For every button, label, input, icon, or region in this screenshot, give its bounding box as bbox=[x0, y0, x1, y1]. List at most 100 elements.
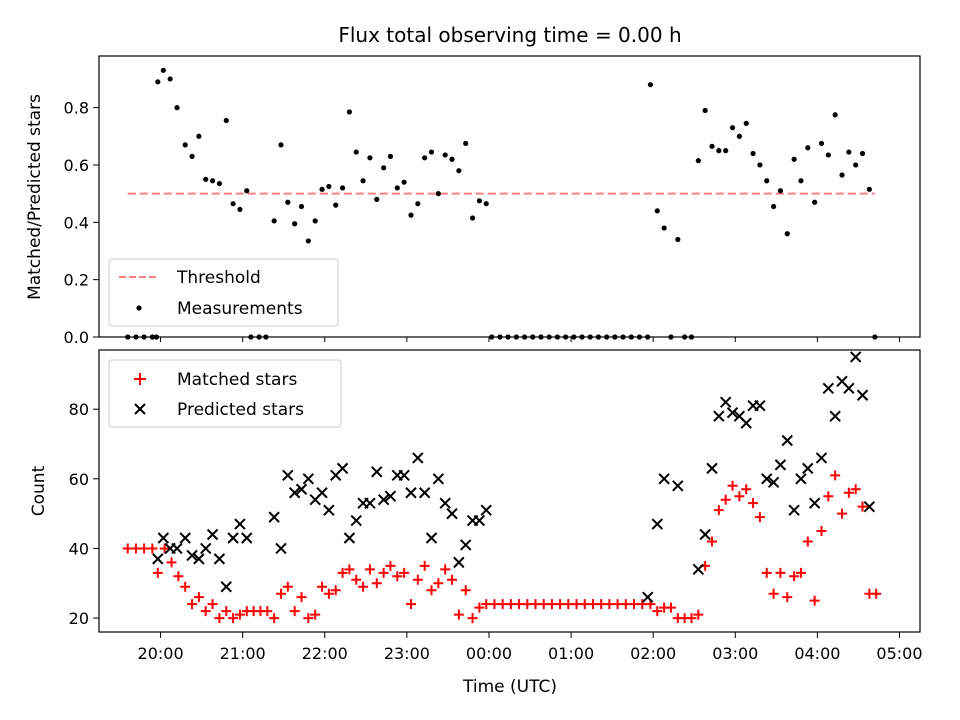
predicted-point bbox=[405, 487, 417, 499]
predicted-point bbox=[460, 539, 472, 551]
predicted-point bbox=[754, 399, 766, 412]
measurement-point bbox=[237, 206, 243, 213]
measurement-point bbox=[647, 82, 654, 88]
matched-point bbox=[816, 526, 827, 537]
measurement-point bbox=[449, 156, 455, 162]
predicted-point bbox=[227, 532, 239, 544]
count-x-tick-label: 03:00 bbox=[712, 644, 758, 663]
measurement-point bbox=[223, 117, 229, 124]
measurement-point bbox=[846, 149, 852, 155]
measurement-point bbox=[422, 155, 428, 161]
matched-point bbox=[152, 567, 163, 578]
measurement-point bbox=[456, 168, 462, 174]
matched-point bbox=[214, 613, 225, 624]
measurement-point bbox=[764, 178, 770, 184]
measurement-point bbox=[654, 208, 660, 214]
matched-point bbox=[364, 564, 375, 575]
matched-point bbox=[275, 588, 286, 599]
ratio-y-tick-label: 0.2 bbox=[64, 271, 89, 290]
measurement-point bbox=[757, 162, 763, 168]
predicted-point bbox=[268, 511, 280, 523]
count-panel: 20 40 60 80 20:00 21:00 22:00 23:00 00:00 01:00 0… bbox=[29, 349, 923, 697]
predicted-point bbox=[157, 532, 170, 544]
measurement-point bbox=[702, 107, 708, 114]
ratio-legend: Threshold Measurements bbox=[108, 258, 339, 327]
measurement-point bbox=[292, 221, 298, 227]
predicted-point bbox=[179, 532, 191, 544]
matched-point bbox=[187, 599, 198, 610]
predicted-points bbox=[152, 351, 876, 603]
matched-point bbox=[707, 536, 718, 547]
predicted-point bbox=[336, 462, 349, 475]
predicted-point bbox=[795, 473, 807, 485]
predicted-point bbox=[275, 542, 287, 555]
measurement-point bbox=[675, 236, 681, 243]
count-x-tick-label: 21:00 bbox=[220, 644, 266, 663]
matched-point bbox=[269, 613, 280, 624]
measurement-point bbox=[435, 191, 441, 197]
measurement-point bbox=[401, 179, 407, 185]
measurements-legend-swatch bbox=[136, 305, 142, 311]
matched-point bbox=[830, 470, 841, 481]
measurement-point bbox=[805, 145, 811, 151]
predicted-point bbox=[220, 581, 232, 593]
measurement-point bbox=[387, 153, 394, 159]
measurement-point bbox=[415, 201, 421, 207]
measurement-point bbox=[716, 148, 722, 154]
measurement-point bbox=[818, 140, 825, 147]
predicted-point bbox=[282, 469, 294, 482]
matched-point bbox=[173, 571, 184, 582]
measurement-point bbox=[271, 218, 277, 224]
predicted-point bbox=[377, 493, 390, 506]
measurement-point bbox=[374, 196, 380, 202]
predicted-point bbox=[302, 473, 315, 485]
matched-point bbox=[741, 484, 752, 495]
predicted-point bbox=[152, 553, 164, 565]
measurement-point bbox=[326, 183, 332, 190]
measurement-point bbox=[209, 178, 216, 184]
matched-point bbox=[147, 543, 158, 554]
measurement-point bbox=[174, 105, 180, 111]
measurement-point bbox=[333, 202, 339, 208]
predicted-point bbox=[740, 417, 752, 429]
measurement-point bbox=[476, 198, 482, 204]
matched-legend-swatch bbox=[134, 373, 146, 385]
measurement-point bbox=[367, 155, 373, 161]
matched-point bbox=[228, 613, 239, 624]
matched-point bbox=[837, 508, 848, 519]
count-x-tick-label: 23:00 bbox=[384, 644, 430, 663]
ratio-x-ticks bbox=[160, 337, 900, 342]
matched-point bbox=[296, 592, 307, 603]
predicted-point bbox=[767, 476, 780, 489]
predicted-point bbox=[186, 549, 198, 562]
count-y-tick-label: 20 bbox=[69, 609, 89, 628]
measurement-point bbox=[155, 79, 161, 85]
predicted-point bbox=[323, 504, 335, 516]
measurement-point bbox=[196, 133, 202, 139]
measurement-point bbox=[750, 150, 756, 157]
predicted-point bbox=[295, 483, 308, 495]
measurement-point bbox=[353, 149, 359, 155]
predicted-point bbox=[802, 462, 814, 475]
measurement-point bbox=[729, 125, 736, 131]
predicted-point bbox=[343, 532, 356, 544]
predicted-point bbox=[473, 514, 486, 527]
measurement-point bbox=[339, 185, 346, 191]
matched-point bbox=[460, 585, 471, 596]
measurement-point bbox=[791, 156, 797, 162]
ratio-legend-box bbox=[108, 258, 339, 327]
matched-point bbox=[193, 592, 204, 603]
ratio-panel-frame bbox=[98, 55, 921, 338]
count-x-tick-label: 22:00 bbox=[302, 644, 348, 663]
measurement-point bbox=[203, 176, 209, 182]
predicted-point bbox=[843, 382, 855, 395]
matched-point bbox=[166, 557, 177, 568]
matched-point bbox=[371, 578, 382, 589]
matched-point bbox=[789, 571, 800, 582]
measurement-point bbox=[278, 142, 284, 148]
measurement-point bbox=[319, 186, 325, 192]
threshold-legend-label: Threshold bbox=[176, 268, 261, 288]
predicted-point bbox=[815, 452, 828, 464]
predicted-point bbox=[418, 487, 431, 499]
ratio-y-tick-label: 0.0 bbox=[64, 328, 89, 347]
